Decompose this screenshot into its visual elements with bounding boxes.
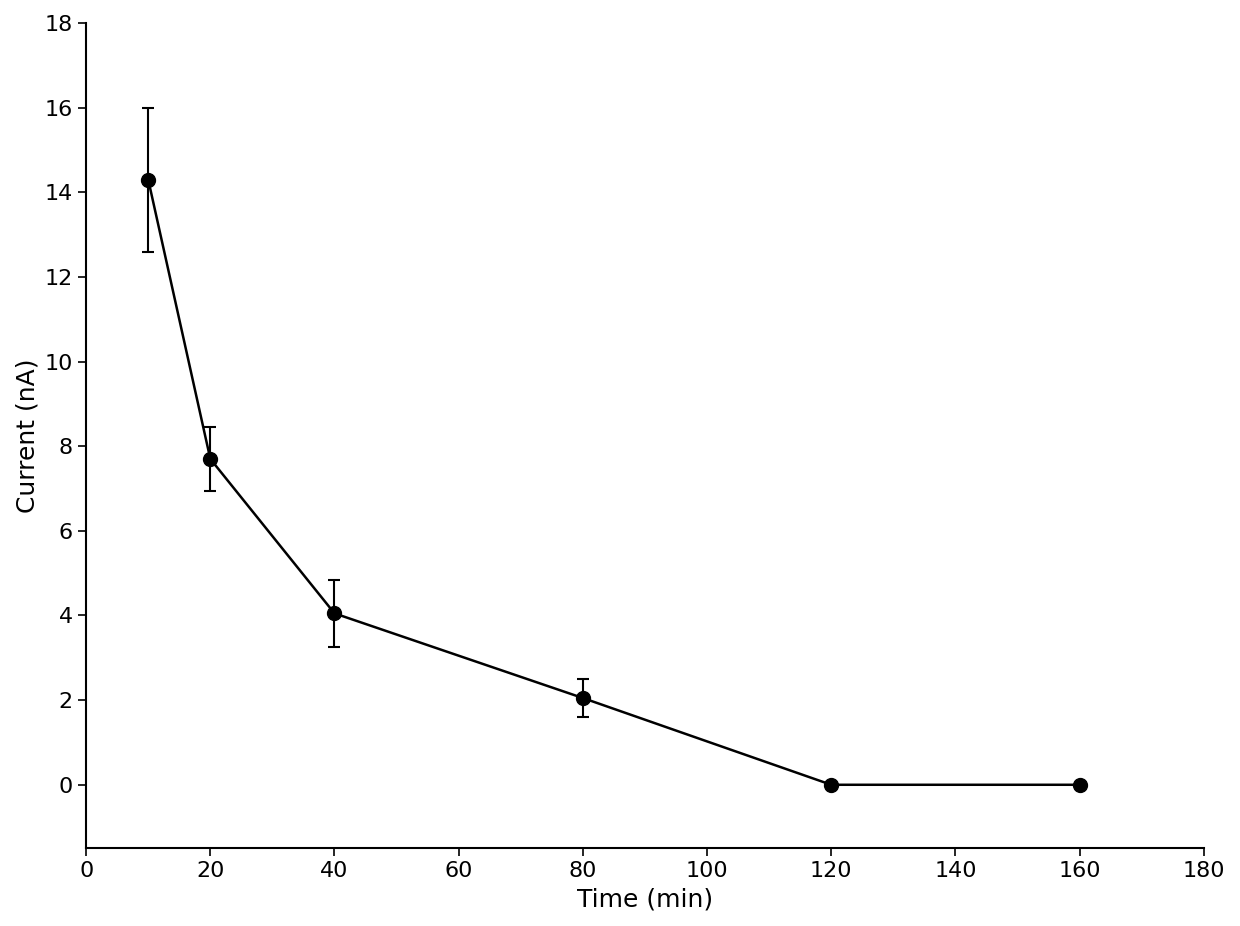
X-axis label: Time (min): Time (min) xyxy=(577,887,713,911)
Y-axis label: Current (nA): Current (nA) xyxy=(15,358,38,513)
